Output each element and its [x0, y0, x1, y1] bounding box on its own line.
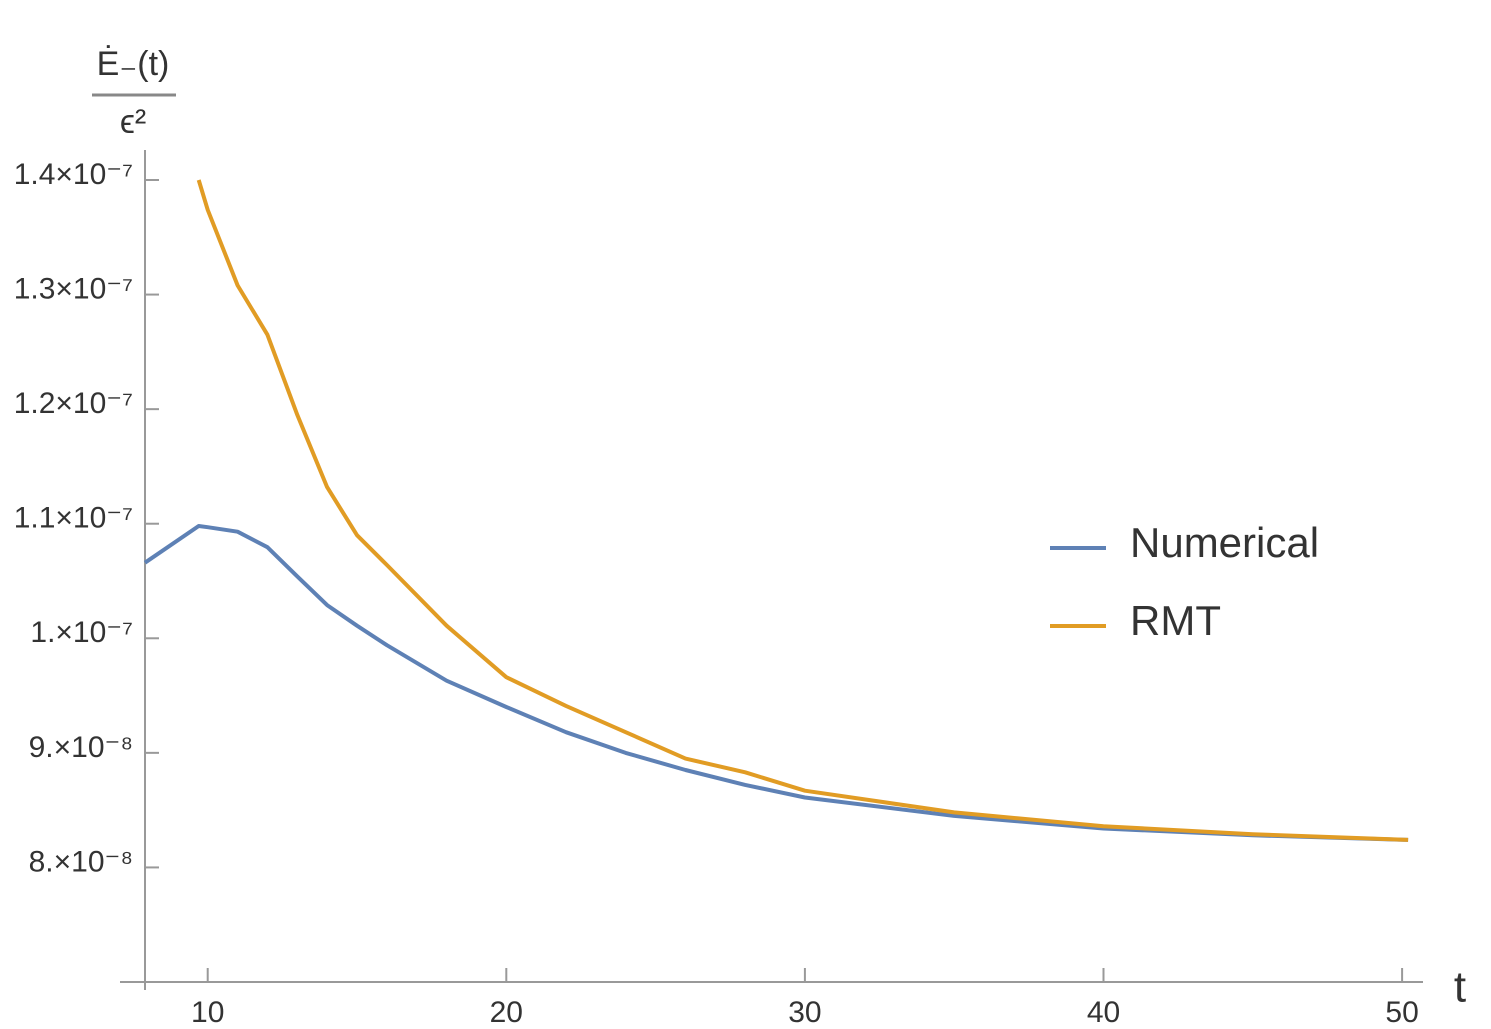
- x-tick-label: 20: [490, 996, 523, 1029]
- y-tick-label: 1.×10⁻⁷: [30, 616, 133, 649]
- y-label-denominator: ϵ²: [120, 103, 146, 141]
- x-tick-label: 50: [1385, 996, 1418, 1029]
- y-tick-label: 1.4×10⁻⁷: [14, 158, 133, 191]
- series-line: [143, 524, 1409, 842]
- y-tick-label: 1.2×10⁻⁷: [14, 387, 133, 420]
- legend-label: RMT: [1130, 597, 1221, 644]
- x-label: t: [1454, 963, 1466, 1012]
- y-tick-label: 8.×10⁻⁸: [29, 845, 133, 878]
- x-tick-label: 40: [1087, 996, 1120, 1029]
- y-label-numerator: Ė₋(t): [97, 45, 170, 83]
- x-tick-label: 10: [191, 996, 224, 1029]
- y-tick-label: 1.1×10⁻⁷: [14, 502, 133, 535]
- legend-label: Numerical: [1130, 519, 1319, 566]
- x-tick-label: 30: [788, 996, 821, 1029]
- y-tick-label: 9.×10⁻⁸: [29, 731, 133, 764]
- y-tick-label: 1.3×10⁻⁷: [14, 272, 133, 305]
- series-line: [196, 179, 1409, 842]
